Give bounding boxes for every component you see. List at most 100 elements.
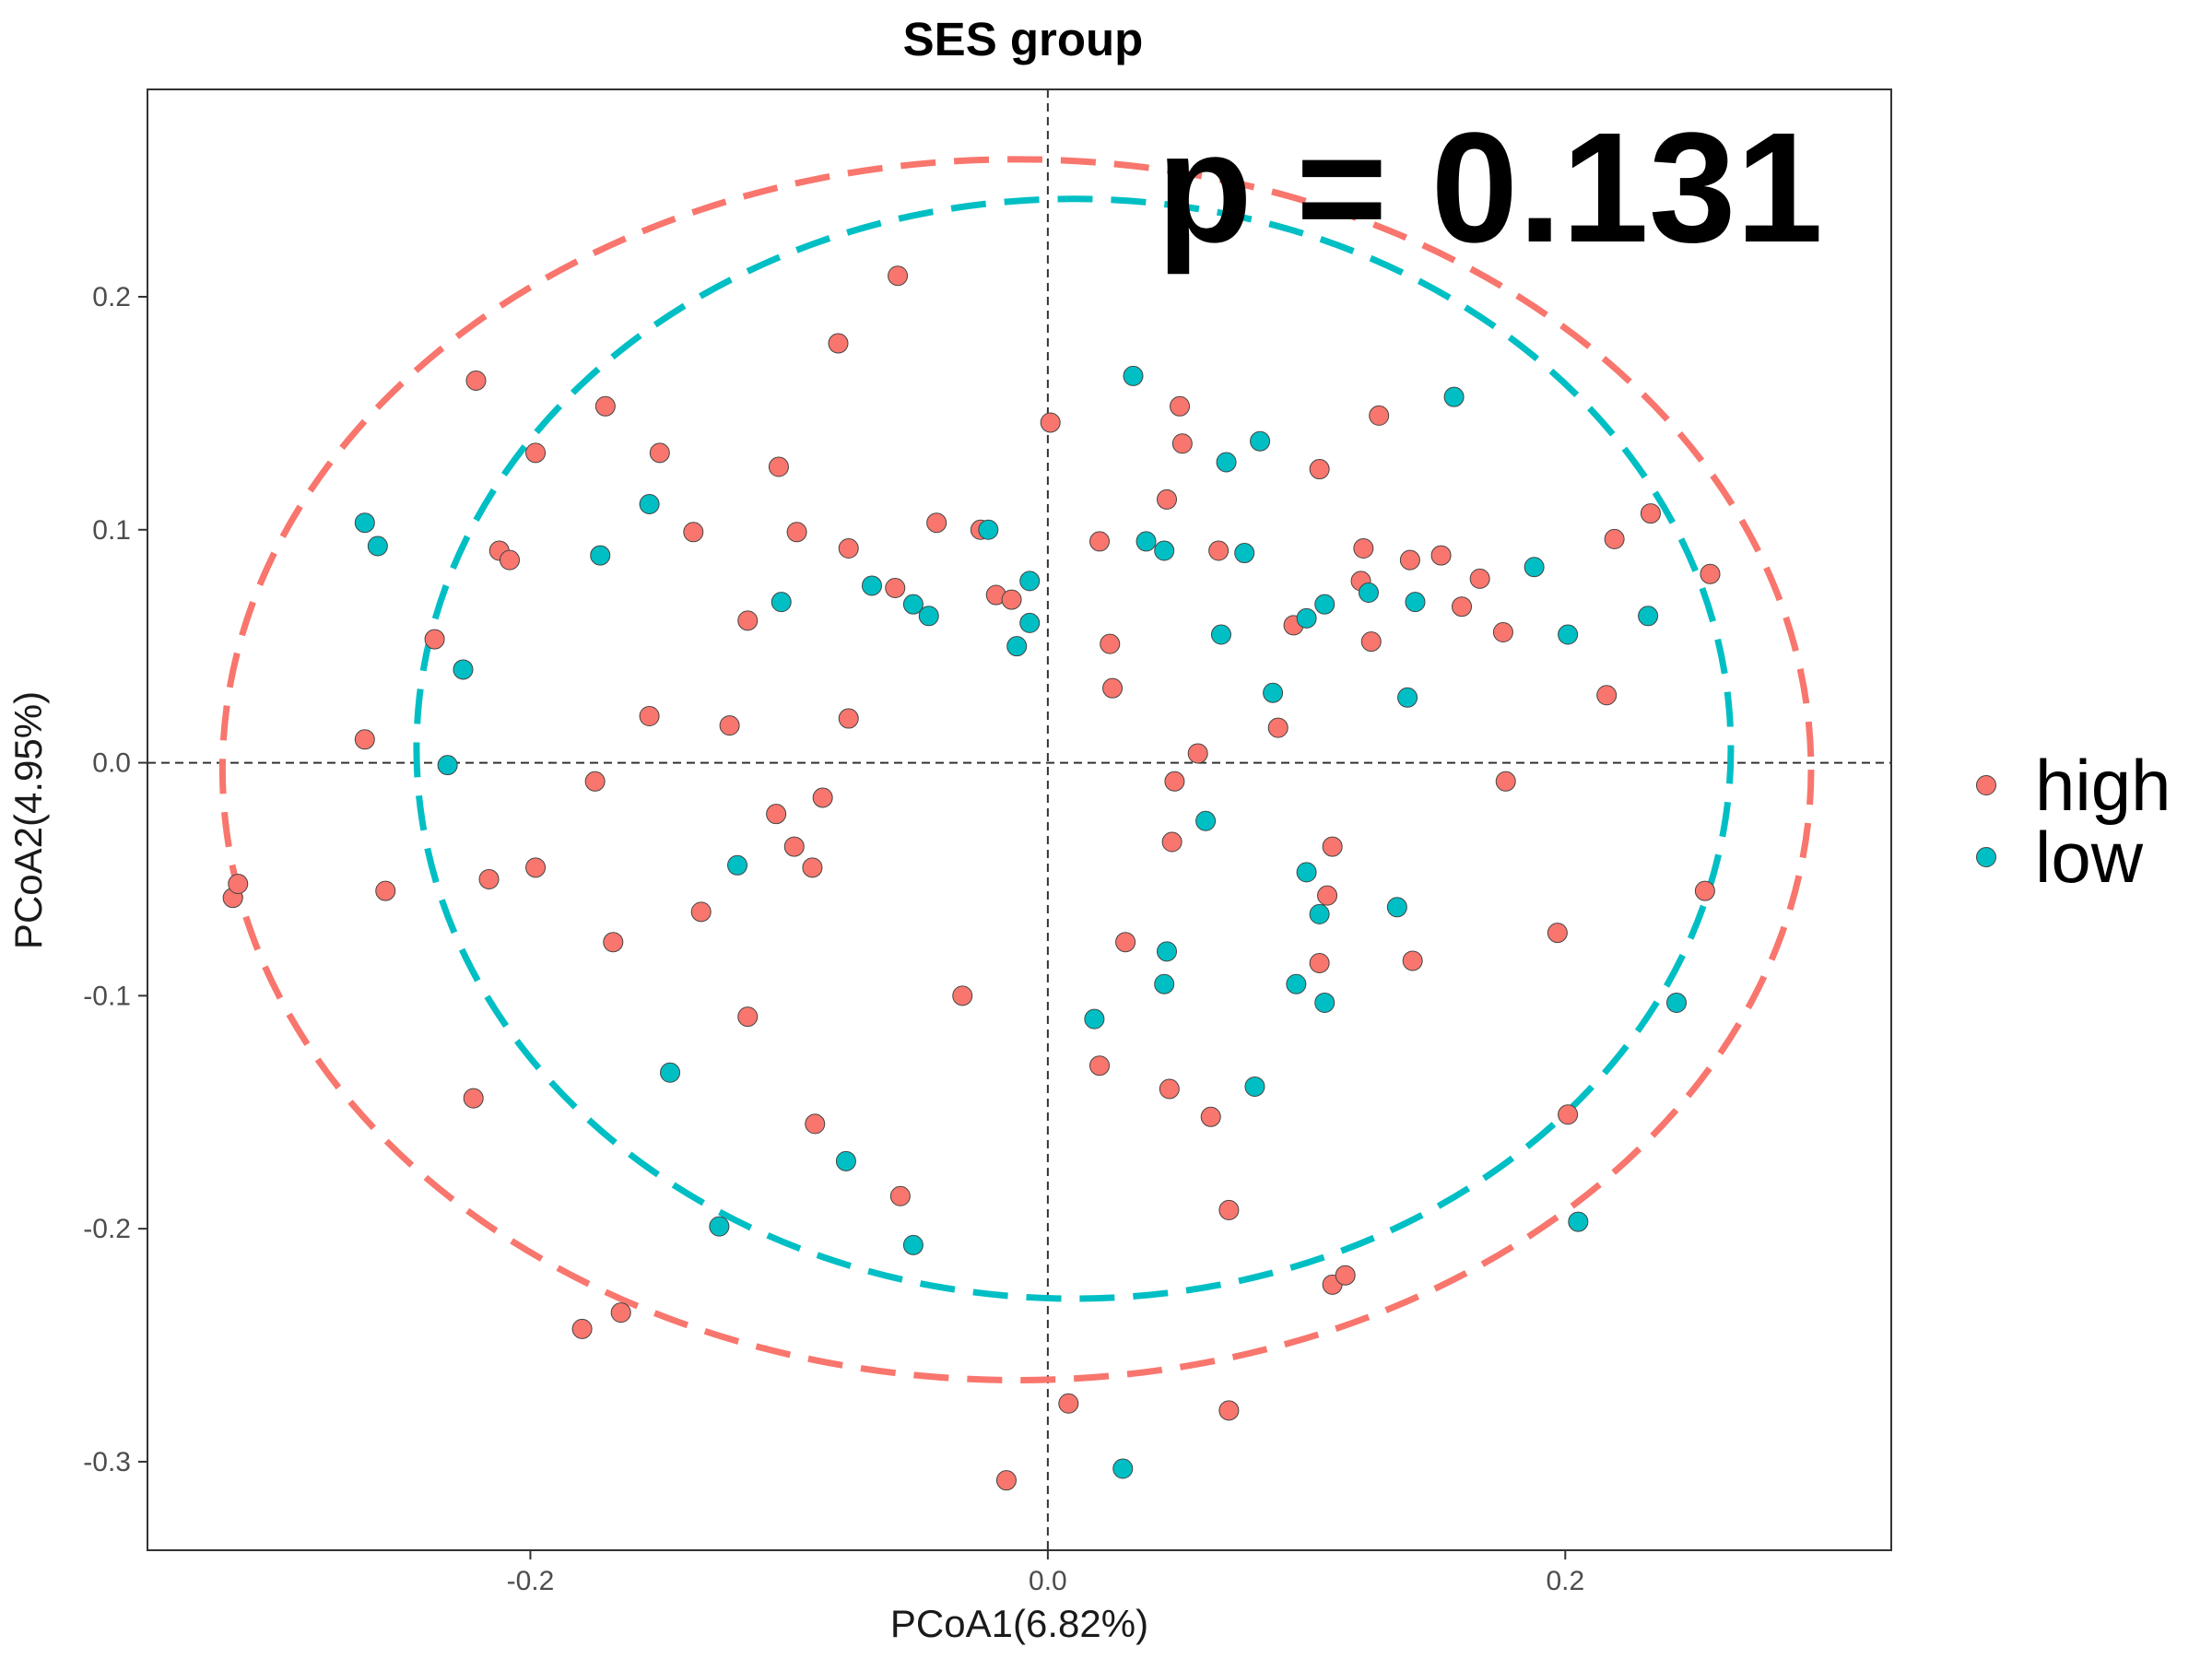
point-high — [1102, 677, 1124, 699]
legend-label-low: low — [2035, 817, 2144, 898]
point-low — [1358, 582, 1379, 604]
point-high — [766, 804, 787, 825]
point-low — [1314, 992, 1335, 1013]
point-high — [737, 610, 759, 631]
point-low — [1195, 810, 1217, 831]
point-low — [1154, 540, 1175, 561]
point-high — [525, 857, 547, 878]
legend-key-high — [1976, 775, 1996, 795]
point-high — [838, 708, 859, 729]
point-low — [835, 1150, 856, 1171]
point-high — [1558, 1104, 1579, 1125]
point-high — [1309, 952, 1330, 973]
ellipse-low — [413, 195, 1735, 1302]
point-high — [1164, 771, 1185, 792]
point-high — [926, 512, 947, 534]
legend-label-high: high — [2035, 745, 2171, 826]
point-high — [888, 265, 909, 287]
x-tick-label: -0.2 — [507, 1566, 555, 1596]
point-high — [610, 1302, 631, 1324]
point-low — [1123, 365, 1144, 386]
x-axis: -0.2 0.0 0.2 — [507, 1550, 1584, 1596]
point-high — [1360, 631, 1382, 653]
point-low — [1019, 612, 1041, 633]
ellipse-high — [218, 156, 1815, 1383]
legend-key-low — [1976, 847, 1996, 867]
point-high — [1640, 503, 1661, 524]
point-high — [786, 522, 807, 543]
point-high — [1218, 1199, 1240, 1220]
y-tick-label: 0.2 — [92, 282, 131, 312]
point-low — [1558, 624, 1579, 645]
y-tick-label: 0.1 — [92, 515, 131, 546]
point-low — [1666, 992, 1688, 1013]
point-high — [1547, 923, 1568, 944]
point-low — [1405, 592, 1426, 613]
point-low — [902, 594, 924, 615]
point-high — [828, 333, 849, 354]
point-high — [768, 456, 789, 477]
y-tick-label: -0.2 — [83, 1214, 131, 1244]
point-low — [1568, 1211, 1589, 1232]
point-low — [1157, 941, 1178, 962]
point-low — [354, 512, 375, 534]
point-high — [424, 629, 445, 650]
point-low — [437, 755, 458, 776]
point-high — [690, 901, 712, 923]
point-low — [978, 519, 999, 540]
point-high — [1604, 528, 1625, 549]
point-high — [1208, 540, 1230, 561]
point-high — [465, 370, 487, 391]
point-high — [1089, 1055, 1111, 1077]
point-high — [1402, 950, 1423, 971]
point-high — [594, 395, 616, 417]
point-high — [639, 706, 660, 727]
plot-panel-border — [147, 88, 1892, 1551]
point-high — [1452, 596, 1473, 618]
point-low — [861, 575, 882, 596]
point-low — [1443, 386, 1465, 407]
point-high — [1100, 633, 1121, 654]
point-high — [1322, 836, 1343, 857]
point-low — [1314, 594, 1335, 615]
p-value-annotation: p = 0.131 — [1157, 100, 1823, 276]
point-low — [1296, 607, 1317, 629]
point-high — [1001, 589, 1022, 610]
point-low — [1112, 1458, 1134, 1479]
point-high — [354, 729, 375, 750]
plot-area — [147, 88, 1892, 1551]
x-tick-label: 0.0 — [1029, 1566, 1067, 1596]
point-high — [1369, 405, 1390, 426]
data-points — [222, 265, 1721, 1491]
point-high — [1161, 831, 1182, 853]
point-low — [1309, 903, 1330, 924]
point-low — [771, 592, 792, 613]
point-low — [1234, 543, 1255, 564]
point-low — [1019, 571, 1041, 592]
y-axis-title: PCoA2(4.95%) — [6, 691, 50, 949]
point-high — [1218, 1400, 1240, 1421]
point-low — [1084, 1008, 1105, 1030]
point-high — [1200, 1106, 1221, 1127]
point-high — [1430, 545, 1452, 566]
point-high — [1267, 717, 1288, 738]
point-high — [228, 874, 249, 895]
point-low — [1244, 1076, 1265, 1097]
point-high — [812, 787, 833, 808]
point-high — [1171, 433, 1193, 454]
point-high — [1187, 743, 1208, 764]
point-high — [1469, 568, 1490, 589]
point-low — [1296, 862, 1317, 883]
point-high — [889, 1185, 911, 1206]
chart-title: SES group — [903, 13, 1144, 65]
point-high — [1495, 771, 1516, 792]
y-axis: -0.3 -0.2 -0.1 0.0 0.1 0.2 — [83, 282, 147, 1477]
y-tick-label: -0.3 — [83, 1447, 131, 1477]
point-low — [902, 1234, 924, 1255]
point-high — [1335, 1265, 1356, 1286]
point-low — [1638, 606, 1659, 627]
point-low — [367, 535, 388, 557]
point-high — [719, 715, 740, 736]
